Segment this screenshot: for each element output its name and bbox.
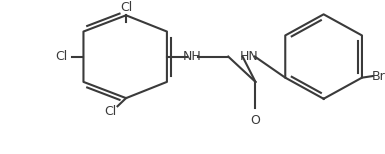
Text: HN: HN: [239, 50, 258, 63]
Text: NH: NH: [183, 50, 202, 63]
Text: Br: Br: [372, 70, 385, 83]
Text: Cl: Cl: [105, 105, 117, 118]
Text: O: O: [251, 114, 260, 127]
Text: Cl: Cl: [55, 50, 67, 63]
Text: Cl: Cl: [120, 1, 132, 14]
